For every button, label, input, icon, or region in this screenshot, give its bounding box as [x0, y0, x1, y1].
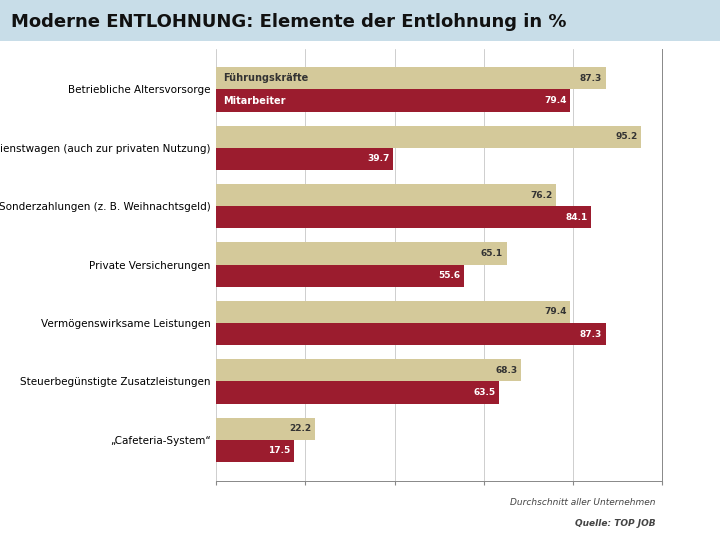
- Bar: [216, 242, 507, 265]
- Bar: [216, 381, 500, 403]
- Bar: [216, 265, 464, 287]
- Text: 79.4: 79.4: [544, 307, 567, 316]
- Text: 22.2: 22.2: [289, 424, 312, 433]
- Text: Moderne ENTLOHNUNG: Elemente der Entlohnung in %: Moderne ENTLOHNUNG: Elemente der Entlohn…: [11, 14, 567, 31]
- Text: 17.5: 17.5: [269, 447, 291, 455]
- Text: Führungskräfte: Führungskräfte: [222, 73, 308, 83]
- Text: 87.3: 87.3: [580, 74, 602, 83]
- Text: 84.1: 84.1: [566, 213, 588, 222]
- Bar: [216, 90, 570, 112]
- Text: 68.3: 68.3: [495, 366, 517, 375]
- Text: 55.6: 55.6: [438, 271, 461, 280]
- Text: Durchschnitt aller Unternehmen: Durchschnitt aller Unternehmen: [510, 498, 655, 507]
- Bar: [216, 301, 570, 323]
- Text: Quelle: TOP JOB: Quelle: TOP JOB: [575, 519, 655, 529]
- Text: 65.1: 65.1: [481, 249, 503, 258]
- Bar: [216, 68, 606, 90]
- Bar: [216, 126, 641, 148]
- Bar: [216, 417, 315, 440]
- Bar: [216, 148, 393, 170]
- Text: 76.2: 76.2: [531, 191, 552, 200]
- Text: 79.4: 79.4: [544, 96, 567, 105]
- Text: 63.5: 63.5: [474, 388, 496, 397]
- Text: 39.7: 39.7: [367, 154, 390, 164]
- Bar: [216, 359, 521, 381]
- Text: 87.3: 87.3: [580, 329, 602, 339]
- Text: 95.2: 95.2: [615, 132, 637, 141]
- Text: Mitarbeiter: Mitarbeiter: [222, 96, 285, 105]
- Bar: [216, 323, 606, 345]
- Bar: [216, 440, 294, 462]
- Bar: [216, 184, 556, 206]
- Bar: [216, 206, 591, 228]
